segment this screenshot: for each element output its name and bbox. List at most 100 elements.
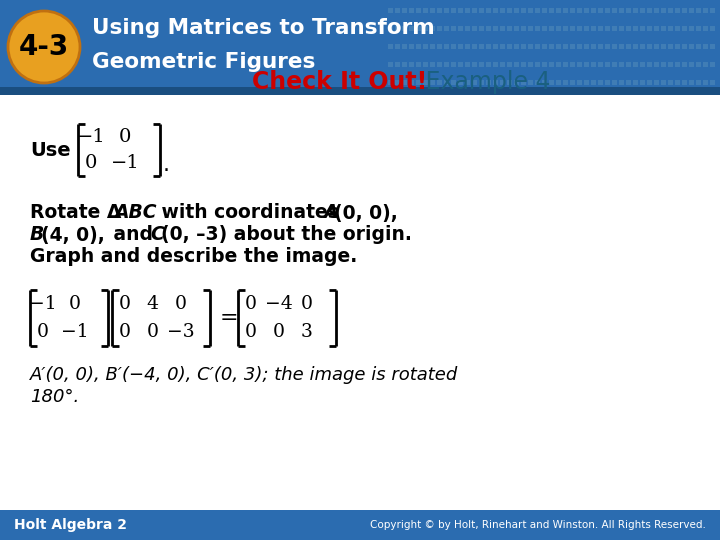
Bar [472, 79, 477, 84]
Text: ABC: ABC [114, 204, 156, 222]
Bar [479, 8, 484, 12]
Bar [387, 79, 392, 84]
Bar [688, 79, 693, 84]
Bar [703, 79, 708, 84]
Bar [639, 44, 644, 49]
Bar [423, 8, 428, 12]
Text: 180°.: 180°. [30, 388, 79, 406]
Bar [682, 44, 686, 49]
Bar [395, 25, 400, 30]
Text: (0, –3) about the origin.: (0, –3) about the origin. [161, 226, 412, 245]
Bar [562, 44, 567, 49]
Bar [457, 62, 462, 66]
Bar [534, 79, 539, 84]
Bar [703, 25, 708, 30]
Bar [562, 25, 567, 30]
Text: 0: 0 [119, 323, 131, 341]
Bar [696, 25, 701, 30]
Text: A: A [323, 204, 338, 222]
Bar [583, 25, 588, 30]
Bar [528, 79, 533, 84]
Bar [395, 44, 400, 49]
Bar [479, 62, 484, 66]
Bar [479, 79, 484, 84]
Bar [626, 62, 631, 66]
Bar [598, 62, 603, 66]
Bar [709, 79, 714, 84]
Bar [570, 8, 575, 12]
Text: (4, 0),: (4, 0), [41, 226, 104, 245]
Bar [436, 25, 441, 30]
Bar [408, 62, 413, 66]
Bar [0, 87, 720, 95]
Bar [570, 25, 575, 30]
Text: 0: 0 [245, 295, 257, 313]
Bar [577, 25, 582, 30]
Bar [423, 79, 428, 84]
Bar [528, 25, 533, 30]
Bar [598, 44, 603, 49]
Bar [577, 79, 582, 84]
Bar [408, 44, 413, 49]
Bar [577, 44, 582, 49]
Text: −4: −4 [265, 295, 292, 313]
Bar [611, 79, 616, 84]
Text: Geometric Figures: Geometric Figures [92, 52, 315, 72]
Bar [430, 25, 434, 30]
Text: 0: 0 [273, 323, 285, 341]
Bar [562, 8, 567, 12]
Text: 0: 0 [37, 323, 49, 341]
Bar [472, 8, 477, 12]
Bar [387, 44, 392, 49]
Bar [654, 8, 659, 12]
Bar [583, 62, 588, 66]
Bar [513, 8, 518, 12]
Bar [647, 62, 652, 66]
Bar [506, 25, 511, 30]
Bar [647, 44, 652, 49]
Bar [696, 44, 701, 49]
Bar [500, 79, 505, 84]
Bar [472, 62, 477, 66]
Bar [415, 44, 420, 49]
Bar [549, 62, 554, 66]
Bar [500, 8, 505, 12]
Bar [500, 25, 505, 30]
Bar [709, 8, 714, 12]
Bar [605, 44, 610, 49]
Bar [464, 62, 469, 66]
Text: 0: 0 [147, 323, 159, 341]
Bar [577, 62, 582, 66]
Bar [556, 62, 560, 66]
Bar [696, 62, 701, 66]
Bar [556, 44, 560, 49]
Bar [618, 62, 624, 66]
Text: 3: 3 [301, 323, 312, 341]
Bar [605, 62, 610, 66]
Text: 0: 0 [119, 295, 131, 313]
Text: 0: 0 [175, 295, 186, 313]
Bar [590, 62, 595, 66]
Bar [667, 79, 672, 84]
Text: 4-3: 4-3 [19, 33, 69, 61]
Text: Example 4: Example 4 [418, 70, 551, 94]
Bar [506, 79, 511, 84]
Bar [492, 25, 498, 30]
Bar [457, 25, 462, 30]
Bar [632, 79, 637, 84]
Text: 0: 0 [85, 154, 98, 172]
Text: 4: 4 [147, 295, 159, 313]
Bar [667, 44, 672, 49]
Text: Use: Use [30, 140, 71, 159]
Bar [688, 44, 693, 49]
Bar [541, 25, 546, 30]
Bar [549, 25, 554, 30]
Bar [521, 44, 526, 49]
Bar [513, 44, 518, 49]
Bar [583, 44, 588, 49]
Text: and: and [107, 226, 160, 245]
Bar [626, 44, 631, 49]
Bar [513, 62, 518, 66]
Bar [464, 25, 469, 30]
Bar [430, 8, 434, 12]
